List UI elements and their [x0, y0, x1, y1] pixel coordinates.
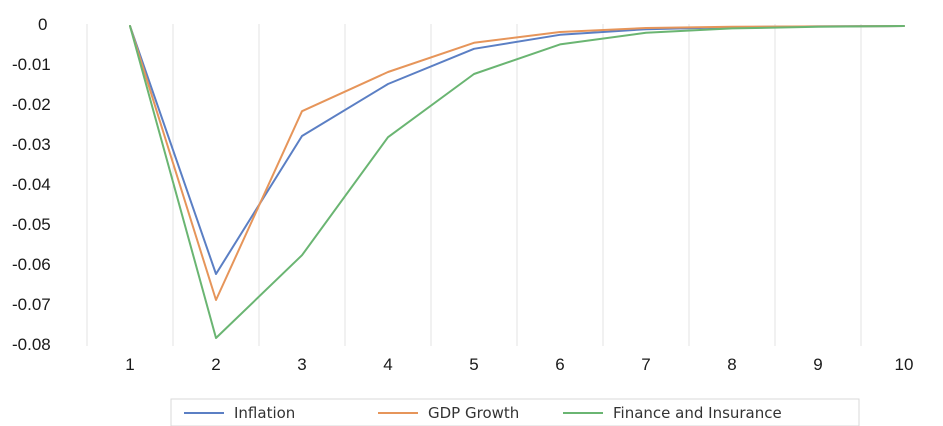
x-tick-label: 4	[383, 355, 392, 374]
legend-label: GDP Growth	[428, 404, 519, 422]
x-tick-label: 1	[125, 355, 134, 374]
y-tick-label: -0.03	[12, 135, 51, 154]
x-tick-label: 10	[895, 355, 914, 374]
x-tick-label: 2	[211, 355, 220, 374]
y-tick-label: -0.01	[12, 55, 51, 74]
x-tick-label: 6	[555, 355, 564, 374]
series-lines	[129, 25, 905, 339]
legend-label: Finance and Insurance	[613, 404, 782, 422]
y-tick-label: -0.04	[12, 175, 51, 194]
y-axis-tick-labels: 0 -0.01 -0.02 -0.03 -0.04 -0.05 -0.06 -0.07 -0.0…	[12, 15, 51, 354]
y-tick-label: -0.05	[12, 215, 51, 234]
y-tick-label: -0.08	[12, 335, 51, 354]
legend-label: Inflation	[234, 404, 295, 422]
x-tick-label: 5	[469, 355, 478, 374]
x-tick-label: 8	[727, 355, 736, 374]
x-axis-tick-labels: 1 2 3 4 5 6 7 8 9 10	[125, 355, 913, 374]
x-tick-label: 3	[297, 355, 306, 374]
y-tick-label: 0	[38, 15, 47, 34]
y-tick-label: -0.02	[12, 95, 51, 114]
series-line	[129, 25, 905, 339]
x-tick-label: 9	[813, 355, 822, 374]
x-tick-label: 7	[641, 355, 650, 374]
legend-box	[170, 398, 860, 426]
y-tick-label: -0.07	[12, 295, 51, 314]
grid-lines	[86, 24, 862, 346]
legend: Inflation GDP Growth Finance and Insurance	[170, 398, 860, 426]
y-tick-label: -0.06	[12, 255, 51, 274]
